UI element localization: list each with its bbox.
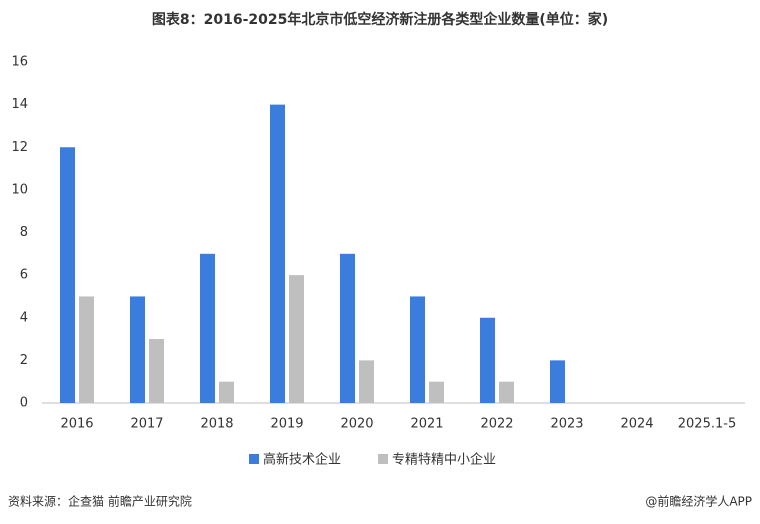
bar	[130, 296, 145, 403]
y-tick-label: 4	[20, 310, 28, 325]
x-tick-label: 2020	[340, 417, 373, 432]
credit: @前瞻经济学人APP	[645, 494, 752, 509]
x-tick-label: 2025.1-5	[678, 417, 736, 432]
x-tick-label: 2019	[270, 417, 303, 432]
bar	[200, 253, 215, 403]
x-tick-label: 2024	[620, 417, 653, 432]
y-tick-label: 16	[11, 55, 28, 70]
x-tick-label: 2017	[130, 417, 163, 432]
bar	[499, 381, 514, 403]
bar	[60, 147, 75, 403]
y-tick-label: 8	[20, 225, 28, 240]
bar	[410, 296, 425, 403]
legend-label: 专精特精中小企业	[392, 452, 496, 468]
y-tick-label: 14	[11, 97, 28, 112]
bar	[289, 275, 304, 403]
x-tick-label: 2018	[200, 417, 233, 432]
x-tick-label: 2016	[60, 417, 93, 432]
bar	[79, 296, 94, 403]
y-tick-label: 12	[11, 140, 28, 155]
bar	[340, 253, 355, 403]
bar	[550, 360, 565, 403]
x-tick-label: 2023	[550, 417, 583, 432]
bar	[149, 339, 164, 403]
legend-label: 高新技术企业	[263, 452, 341, 468]
y-tick-label: 2	[20, 353, 28, 368]
bar	[480, 317, 495, 403]
source: 资料来源：企查猫 前瞻产业研究院	[8, 494, 192, 509]
y-tick-label: 10	[11, 182, 28, 197]
bar	[429, 381, 444, 403]
x-tick-label: 2022	[480, 417, 513, 432]
bar	[270, 104, 285, 403]
y-tick-label: 6	[20, 268, 28, 283]
y-tick-label: 0	[20, 396, 28, 411]
x-tick-label: 2021	[410, 417, 443, 432]
chart-title: 图表8：2016-2025年北京市低空经济新注册各类型企业数量(单位：家)	[152, 11, 608, 28]
legend-swatch	[378, 454, 388, 464]
bar	[219, 381, 234, 403]
legend-swatch	[249, 454, 259, 464]
bar	[359, 360, 374, 403]
